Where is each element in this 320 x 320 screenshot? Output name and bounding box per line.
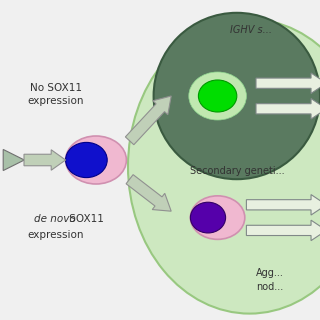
Ellipse shape <box>198 80 237 112</box>
Text: IGHV s...: IGHV s... <box>230 25 272 36</box>
Text: Agg...
nod...: Agg... nod... <box>256 268 284 292</box>
Circle shape <box>154 13 320 179</box>
Polygon shape <box>126 175 171 211</box>
Polygon shape <box>256 99 320 119</box>
Text: Secondary geneti...: Secondary geneti... <box>190 166 285 176</box>
Ellipse shape <box>190 202 226 233</box>
Ellipse shape <box>189 72 246 120</box>
Polygon shape <box>256 73 320 93</box>
Text: expression: expression <box>28 230 84 240</box>
Ellipse shape <box>66 136 126 184</box>
Text: No SOX11
expression: No SOX11 expression <box>28 83 84 106</box>
Text: SOX11: SOX11 <box>66 214 103 224</box>
Text: de novo: de novo <box>34 214 75 224</box>
Ellipse shape <box>190 196 245 239</box>
Polygon shape <box>3 149 24 171</box>
Polygon shape <box>125 96 171 145</box>
Ellipse shape <box>128 19 320 314</box>
Polygon shape <box>246 195 320 215</box>
Ellipse shape <box>66 142 107 178</box>
Polygon shape <box>24 150 66 170</box>
Polygon shape <box>246 220 320 241</box>
